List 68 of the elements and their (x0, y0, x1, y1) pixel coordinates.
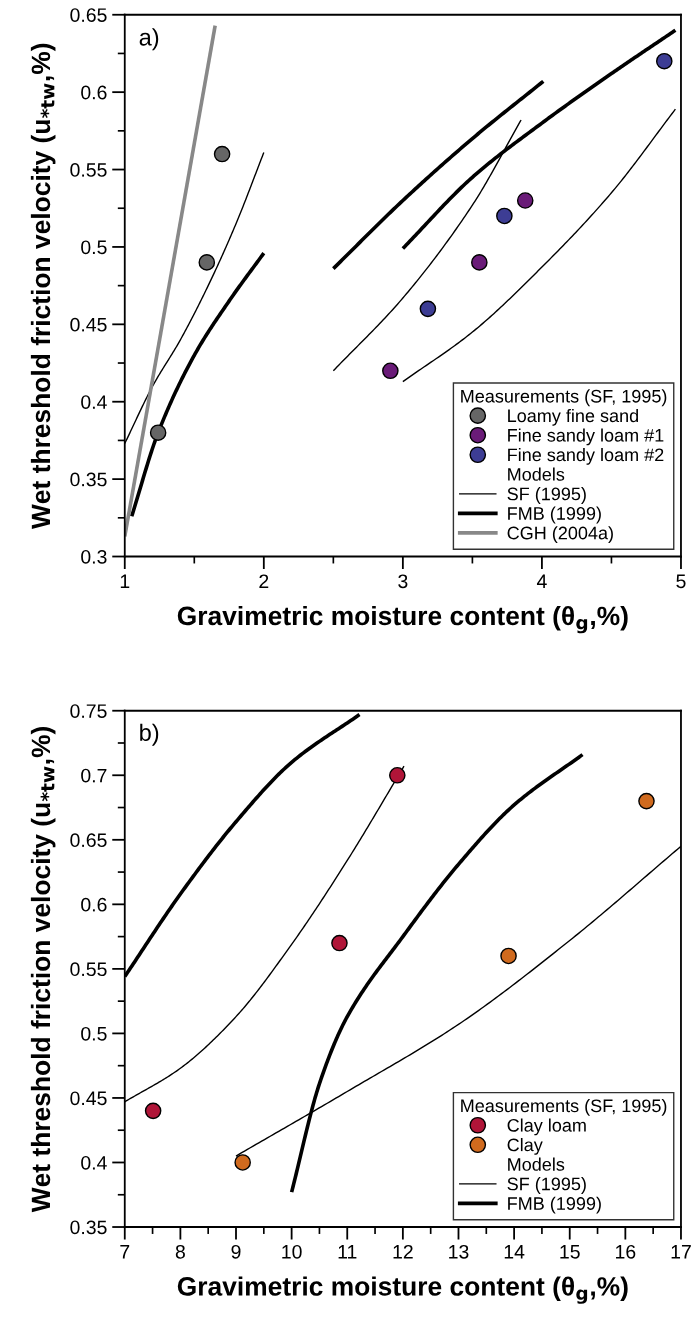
x-tick-label: 17 (671, 1245, 691, 1259)
legend-title: Measurements (SF, 1995) (461, 1098, 667, 1116)
point (198, 254, 216, 271)
x-tick-label: 7 (120, 1245, 130, 1259)
y-tick-label: 0.4 (81, 395, 107, 409)
x-axis-title: Gravimetric moisture content (θ$_{g}$,%) (177, 605, 628, 634)
legend-label: FMB (1999) (508, 506, 601, 524)
legend-label: Clay (507, 1138, 543, 1155)
legend-label: SF (1995) (507, 1177, 586, 1194)
x-tick-label: 14 (504, 1245, 525, 1259)
legend-label: Fine sandy loam #1 (508, 428, 664, 446)
x-tick-label: 4 (536, 574, 547, 588)
point (419, 300, 437, 318)
point (389, 766, 406, 784)
annotation: b) (140, 723, 159, 746)
x-tick-label: 9 (231, 1244, 241, 1259)
y-axis-title: Wet threshold friction velocity (u$_{*tw}$,%) (30, 43, 56, 530)
point (638, 792, 655, 810)
y-tick-label: 0.6 (81, 897, 107, 912)
y-tick-label: 0.5 (81, 240, 107, 255)
legend-title: Measurements (SF, 1995) (461, 389, 667, 407)
x-tick-label: 11 (338, 1245, 357, 1259)
y-tick-label: 0.35 (70, 472, 107, 487)
point (213, 145, 231, 163)
legend-label: Clay loam (507, 1118, 586, 1136)
point (382, 362, 399, 380)
y-tick-label: 0.55 (70, 962, 107, 977)
x-tick-label: 8 (175, 1244, 185, 1259)
point (496, 207, 513, 225)
point (144, 1102, 162, 1120)
x-tick-label: 1 (120, 574, 130, 588)
point (149, 424, 167, 441)
annotation: Models (508, 1157, 565, 1171)
point (471, 254, 488, 271)
y-tick-label: 0.45 (70, 1091, 107, 1106)
x-tick-label: 15 (560, 1245, 580, 1259)
y-tick-label: 0.55 (70, 163, 107, 177)
y-tick-label: 0.6 (81, 85, 107, 100)
y-tick-label: 0.4 (81, 1155, 107, 1170)
x-tick-label: 10 (282, 1244, 302, 1259)
annotation: Models (508, 467, 565, 481)
legend-label: CGH (2004a) (507, 526, 613, 543)
legend-label: Loamy fine sand (508, 408, 638, 426)
x-tick-label: 3 (398, 574, 408, 589)
x-tick-label: 5 (676, 574, 686, 589)
y-tick-label: 0.65 (70, 8, 107, 22)
point (516, 192, 534, 209)
x-tick-label: 2 (259, 574, 269, 588)
y-tick-label: 0.3 (81, 549, 107, 564)
point (234, 1154, 251, 1171)
point (500, 947, 517, 965)
point (331, 934, 348, 952)
y-tick-label: 0.45 (70, 317, 107, 332)
y-tick-label: 0.7 (81, 768, 107, 783)
y-tick-label: 0.75 (70, 704, 107, 718)
x-tick-label: 13 (449, 1244, 469, 1259)
legend-label: FMB (1999) (508, 1196, 601, 1214)
y-tick-label: 0.35 (70, 1220, 107, 1235)
annotation: a) (139, 28, 159, 51)
x-tick-label: 16 (616, 1244, 636, 1259)
x-tick-label: 12 (393, 1244, 413, 1259)
y-tick-label: 0.65 (70, 833, 107, 848)
legend-label: Fine sandy loam #2 (508, 447, 664, 465)
y-axis-title: Wet threshold friction velocity (u$_{*tw}$,%) (30, 726, 56, 1213)
y-tick-label: 0.5 (81, 1026, 107, 1041)
legend-label: SF (1995) (507, 487, 586, 504)
x-axis-title: Gravimetric moisture content (θ$_{g}$,%) (177, 1276, 628, 1304)
point (655, 52, 673, 70)
